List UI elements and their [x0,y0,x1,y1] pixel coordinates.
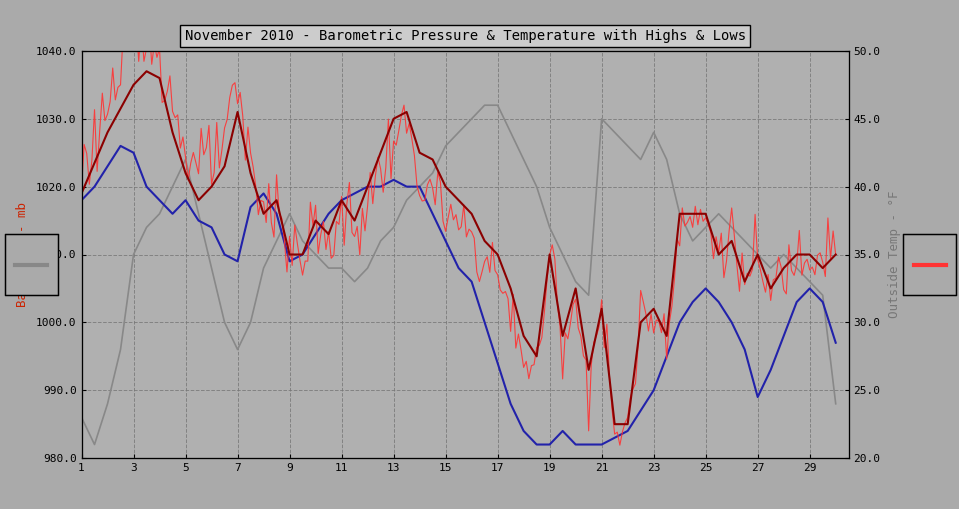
Y-axis label: Barometer - mb: Barometer - mb [16,202,29,307]
Y-axis label: Outside Temp - °F: Outside Temp - °F [887,191,901,318]
Title: November 2010 - Barometric Pressure & Temperature with Highs & Lows: November 2010 - Barometric Pressure & Te… [184,29,746,43]
